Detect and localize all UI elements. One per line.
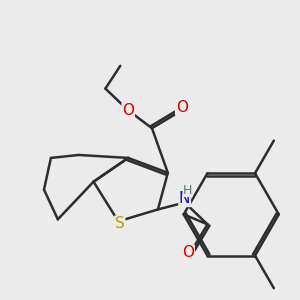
Text: O: O — [182, 245, 194, 260]
Text: H: H — [183, 184, 192, 196]
Text: S: S — [115, 216, 125, 231]
Text: O: O — [122, 103, 134, 118]
Text: N: N — [179, 191, 190, 206]
Text: O: O — [176, 100, 188, 115]
